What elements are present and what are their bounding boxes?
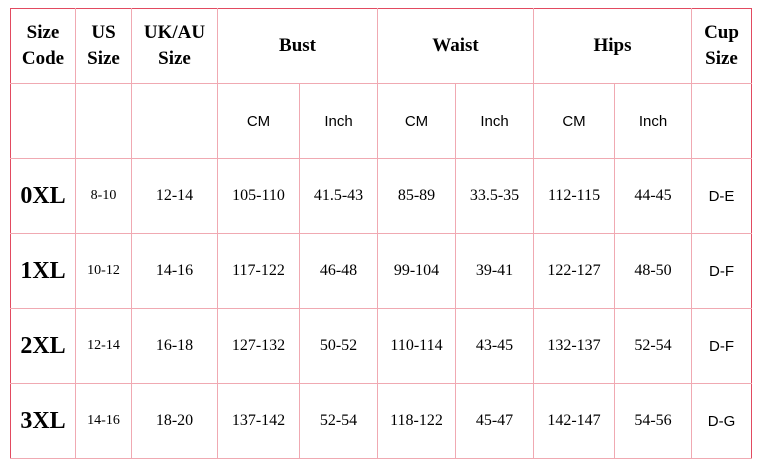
bust-cm-cell: 127-132	[217, 308, 300, 384]
header-row: Size Code US Size UK/AU Size Bust Waist Hip…	[10, 8, 753, 84]
unit-waist-cm: CM	[377, 83, 456, 159]
cup-size-cell: D-F	[691, 308, 753, 384]
size-chart-table: Size Code US Size UK/AU Size Bust Waist Hip…	[10, 8, 753, 459]
hips-cm-cell: 142-147	[533, 383, 616, 459]
unit-waist-inch: Inch	[454, 83, 535, 159]
us-size-cell: 14-16	[75, 383, 132, 459]
waist-inch-cell: 33.5-35	[454, 158, 535, 234]
table-row: 0XL 8-10 12-14 105-110 41.5-43 85-89 33.…	[10, 158, 753, 234]
empty-cell	[691, 83, 753, 159]
hips-inch-cell: 52-54	[614, 308, 693, 384]
header-us-size: US Size	[75, 8, 132, 84]
uk-size-cell: 16-18	[131, 308, 218, 384]
waist-cm-cell: 110-114	[377, 308, 456, 384]
unit-bust-cm: CM	[217, 83, 300, 159]
waist-inch-cell: 39-41	[454, 233, 535, 309]
header-hips: Hips	[533, 8, 693, 84]
hips-inch-cell: 44-45	[614, 158, 693, 234]
unit-hips-inch: Inch	[614, 83, 693, 159]
empty-cell	[75, 83, 132, 159]
bust-inch-cell: 46-48	[299, 233, 378, 309]
bust-inch-cell: 52-54	[299, 383, 378, 459]
us-size-cell: 8-10	[75, 158, 132, 234]
waist-cm-cell: 118-122	[377, 383, 456, 459]
unit-row: CM Inch CM Inch CM Inch	[10, 83, 753, 159]
unit-hips-cm: CM	[533, 83, 616, 159]
header-cup-size: Cup Size	[691, 8, 753, 84]
cup-size-cell: D-G	[691, 383, 753, 459]
hips-inch-cell: 48-50	[614, 233, 693, 309]
empty-cell	[131, 83, 218, 159]
us-size-cell: 12-14	[75, 308, 132, 384]
hips-inch-cell: 54-56	[614, 383, 693, 459]
waist-inch-cell: 45-47	[454, 383, 535, 459]
bust-cm-cell: 117-122	[217, 233, 300, 309]
cup-size-cell: D-F	[691, 233, 753, 309]
table-row: 2XL 12-14 16-18 127-132 50-52 110-114 43…	[10, 308, 753, 384]
header-size-code: Size Code	[10, 8, 76, 84]
uk-size-cell: 14-16	[131, 233, 218, 309]
waist-inch-cell: 43-45	[454, 308, 535, 384]
size-code-cell: 1XL	[10, 233, 76, 309]
waist-cm-cell: 99-104	[377, 233, 456, 309]
uk-size-cell: 18-20	[131, 383, 218, 459]
bust-inch-cell: 41.5-43	[299, 158, 378, 234]
header-waist: Waist	[376, 8, 535, 84]
size-code-cell: 0XL	[10, 158, 76, 234]
table-row: 3XL 14-16 18-20 137-142 52-54 118-122 45…	[10, 383, 753, 459]
waist-cm-cell: 85-89	[377, 158, 456, 234]
uk-size-cell: 12-14	[131, 158, 218, 234]
table-row: 1XL 10-12 14-16 117-122 46-48 99-104 39-…	[10, 233, 753, 309]
bust-cm-cell: 105-110	[217, 158, 300, 234]
hips-cm-cell: 132-137	[533, 308, 616, 384]
size-code-cell: 2XL	[10, 308, 76, 384]
us-size-cell: 10-12	[75, 233, 132, 309]
hips-cm-cell: 112-115	[533, 158, 616, 234]
header-bust: Bust	[217, 8, 378, 84]
unit-bust-inch: Inch	[299, 83, 378, 159]
bust-inch-cell: 50-52	[299, 308, 378, 384]
hips-cm-cell: 122-127	[533, 233, 616, 309]
bust-cm-cell: 137-142	[217, 383, 300, 459]
cup-size-cell: D-E	[691, 158, 753, 234]
empty-cell	[10, 83, 76, 159]
size-code-cell: 3XL	[10, 383, 76, 459]
header-uk-au-size: UK/AU Size	[131, 8, 218, 84]
